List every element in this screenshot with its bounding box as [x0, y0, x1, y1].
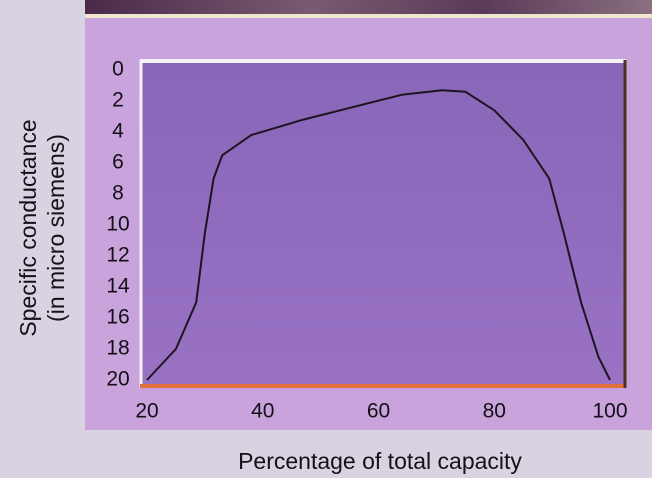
y-axis-label: Specific conductance: [15, 119, 41, 336]
y-tick-label: 2: [112, 89, 124, 112]
y-tick-label: 0: [112, 58, 124, 81]
x-tick-label: 100: [592, 400, 627, 423]
y-axis-label-note: (in micro siemens): [43, 134, 69, 322]
plot-area: [140, 60, 626, 388]
y-tick-label: 10: [106, 213, 129, 236]
y-tick-label: 8: [112, 182, 124, 205]
y-tick-label: 18: [106, 337, 129, 360]
y-tick-label: 4: [112, 120, 124, 143]
x-axis-label: Percentage of total capacity: [238, 448, 522, 474]
x-tick-label: 60: [367, 400, 390, 423]
y-tick-label: 16: [106, 306, 129, 329]
x-tick-label: 80: [483, 400, 506, 423]
y-tick-label: 6: [112, 151, 124, 174]
x-tick-label: 40: [251, 400, 274, 423]
x-tick-label: 20: [135, 400, 158, 423]
y-tick-label: 12: [106, 244, 129, 267]
y-tick-label: 14: [106, 275, 130, 298]
top-strip: [85, 0, 652, 14]
y-tick-label: 20: [106, 368, 129, 391]
strip-edge: [85, 14, 652, 18]
data-line: [146, 89, 611, 381]
